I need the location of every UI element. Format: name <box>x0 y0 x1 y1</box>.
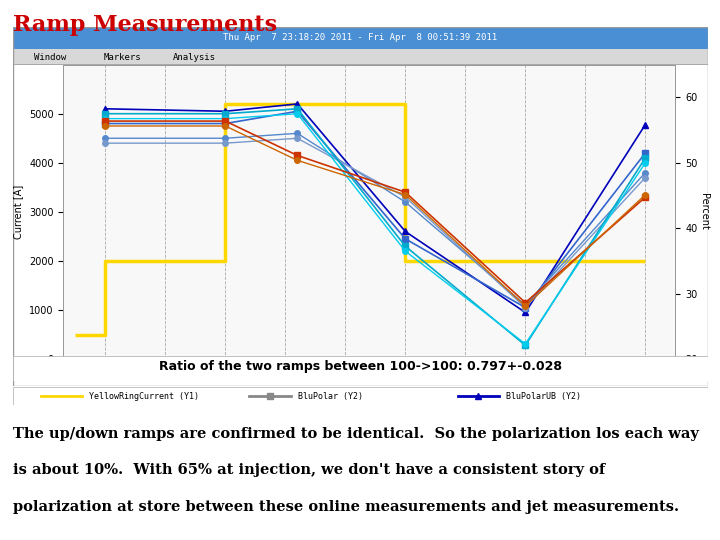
Bar <box>13 49 708 65</box>
Text: BluPolarUB (Y2): BluPolarUB (Y2) <box>506 392 581 401</box>
Y-axis label: Current [A]: Current [A] <box>14 185 24 239</box>
Text: The up/down ramps are confirmed to be identical.  So the polarization los each w: The up/down ramps are confirmed to be id… <box>13 427 699 441</box>
Bar <box>13 27 708 49</box>
Text: Markers: Markers <box>103 53 141 62</box>
Y-axis label: Percent: Percent <box>698 193 708 230</box>
Text: Ratio of the two ramps between 100->100: 0.797+-0.028: Ratio of the two ramps between 100->100:… <box>159 360 562 373</box>
Text: Window: Window <box>34 53 66 62</box>
Text: Ramp Measurements: Ramp Measurements <box>13 14 277 36</box>
Text: polarization at store between these online measurements and jet measurements.: polarization at store between these onli… <box>13 500 679 514</box>
Text: is about 10%.  With 65% at injection, we don't have a consistent story of: is about 10%. With 65% at injection, we … <box>13 463 606 477</box>
Text: YellowRingCurrent (Y1): YellowRingCurrent (Y1) <box>89 392 199 401</box>
Text: Thu Apr  7 23:18:20 2011 - Fri Apr  8 00:51:39 2011: Thu Apr 7 23:18:20 2011 - Fri Apr 8 00:5… <box>223 33 498 42</box>
Text: Analysis: Analysis <box>173 53 216 62</box>
Text: BluPolar (Y2): BluPolar (Y2) <box>298 392 363 401</box>
